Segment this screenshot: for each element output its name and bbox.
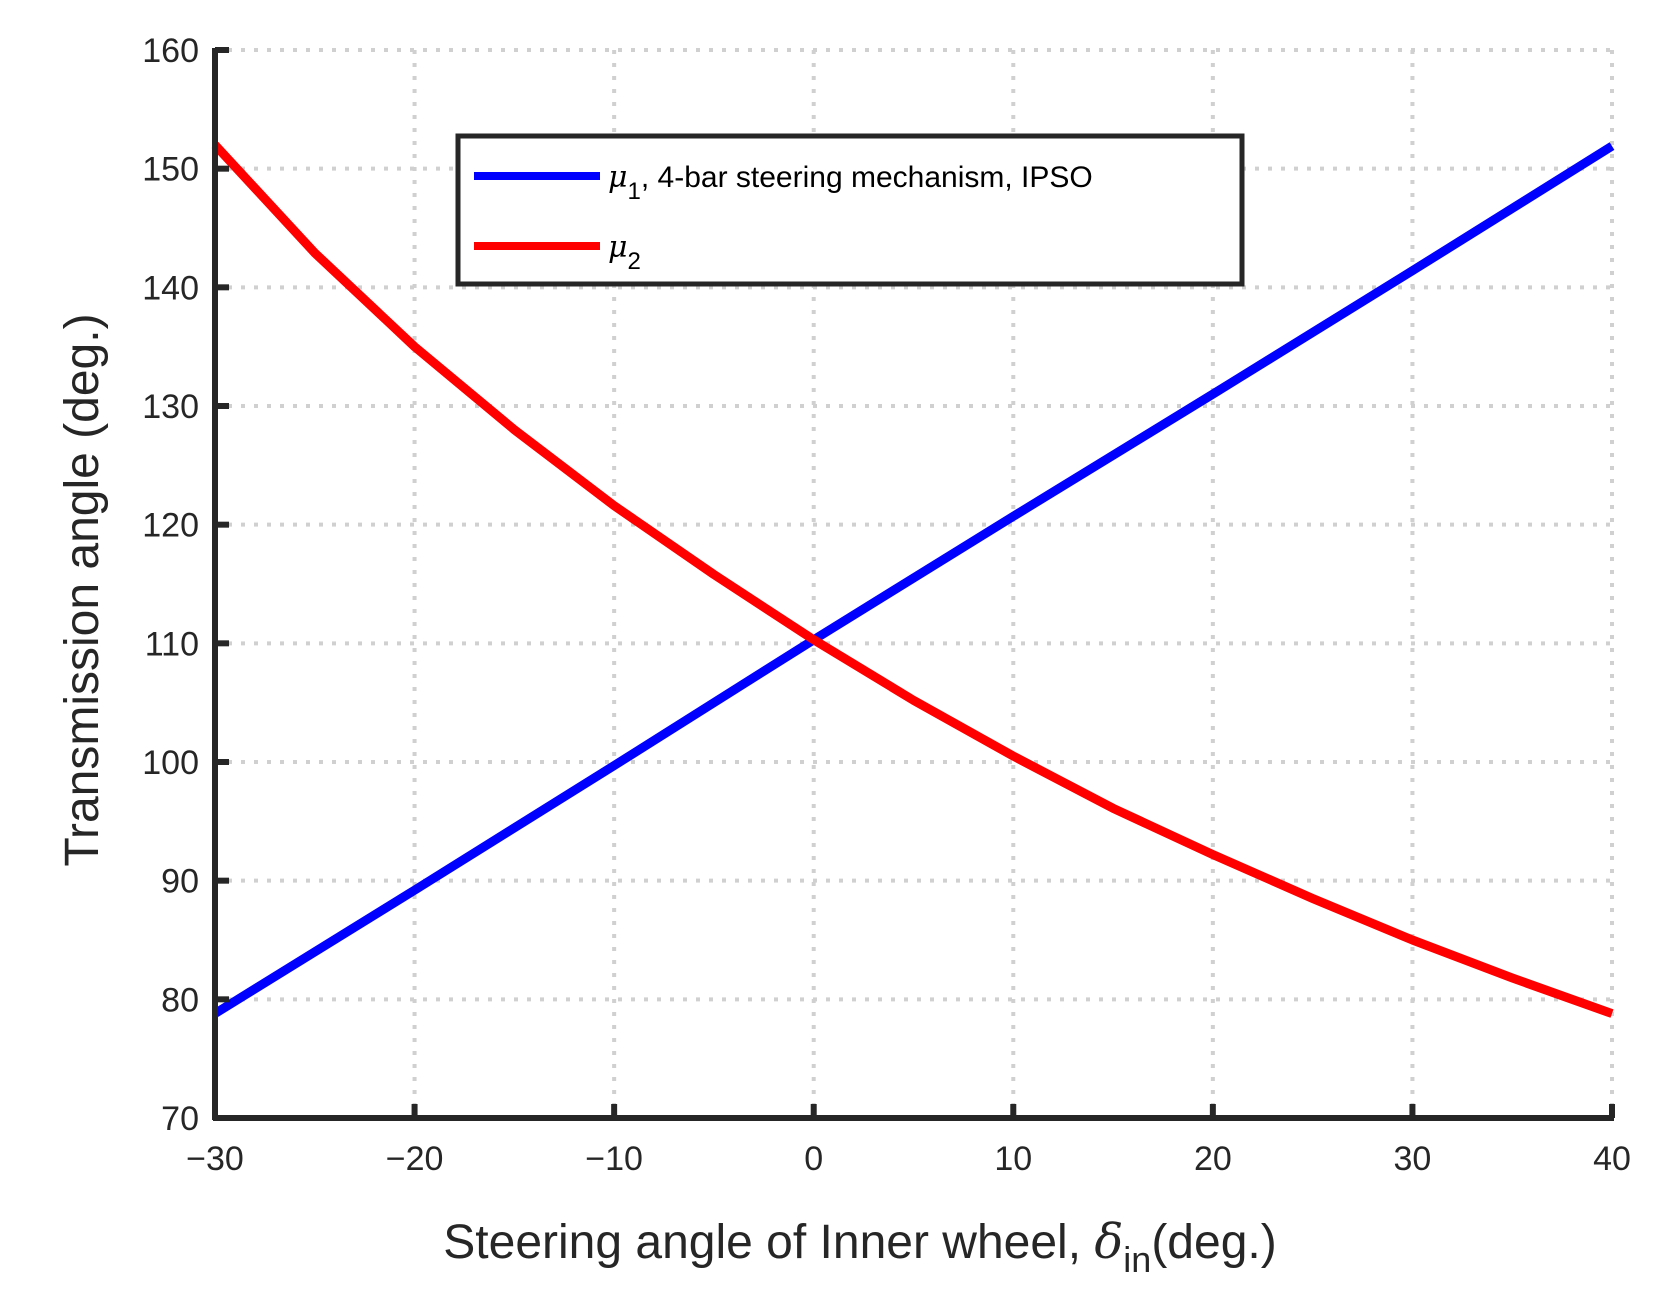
x-tick-label: 10 bbox=[994, 1140, 1032, 1178]
x-axis-title: Steering angle of Inner wheel, δin(deg.) bbox=[443, 1214, 1276, 1280]
y-tick-label: 150 bbox=[142, 151, 199, 189]
legend-box bbox=[455, 133, 1245, 287]
legend: μ1, 4-bar steering mechanism, IPSO μ2 bbox=[455, 133, 1245, 287]
y-tick-label: 160 bbox=[142, 32, 199, 70]
y-tick-label: 100 bbox=[142, 744, 199, 782]
series-layer bbox=[211, 141, 1615, 1018]
x-tick-label: 0 bbox=[804, 1140, 823, 1178]
ticks: −30 −20 −10 0 10 20 30 40 70 80 90 100 110 120 130 140 1… bbox=[142, 32, 1631, 1178]
legend-label-mu1: μ1, 4-bar steering mechanism, IPSO bbox=[608, 160, 1093, 205]
x-tick-label: 20 bbox=[1194, 1140, 1232, 1178]
axes bbox=[212, 48, 1614, 1121]
x-tick-label: −20 bbox=[386, 1140, 444, 1178]
y-tick-label: 130 bbox=[142, 388, 199, 426]
x-tick-label: −30 bbox=[186, 1140, 244, 1178]
y-axis-title: Transmission angle (deg.) bbox=[56, 313, 109, 866]
x-tick-label: 30 bbox=[1394, 1140, 1432, 1178]
y-tick-label: 90 bbox=[161, 863, 199, 901]
y-tick-label: 80 bbox=[161, 981, 199, 1019]
series-line-mu2 bbox=[211, 141, 1614, 1018]
y-tick-label: 140 bbox=[142, 269, 199, 307]
legend-label-mu2: μ2 bbox=[608, 230, 641, 275]
y-tick-label: 70 bbox=[161, 1100, 199, 1138]
x-tick-label: −10 bbox=[585, 1140, 643, 1178]
x-tick-label: 40 bbox=[1593, 1140, 1631, 1178]
y-tick-label: 120 bbox=[142, 507, 199, 545]
series-line-mu1 bbox=[212, 142, 1615, 1018]
y-tick-label: 110 bbox=[145, 625, 199, 663]
